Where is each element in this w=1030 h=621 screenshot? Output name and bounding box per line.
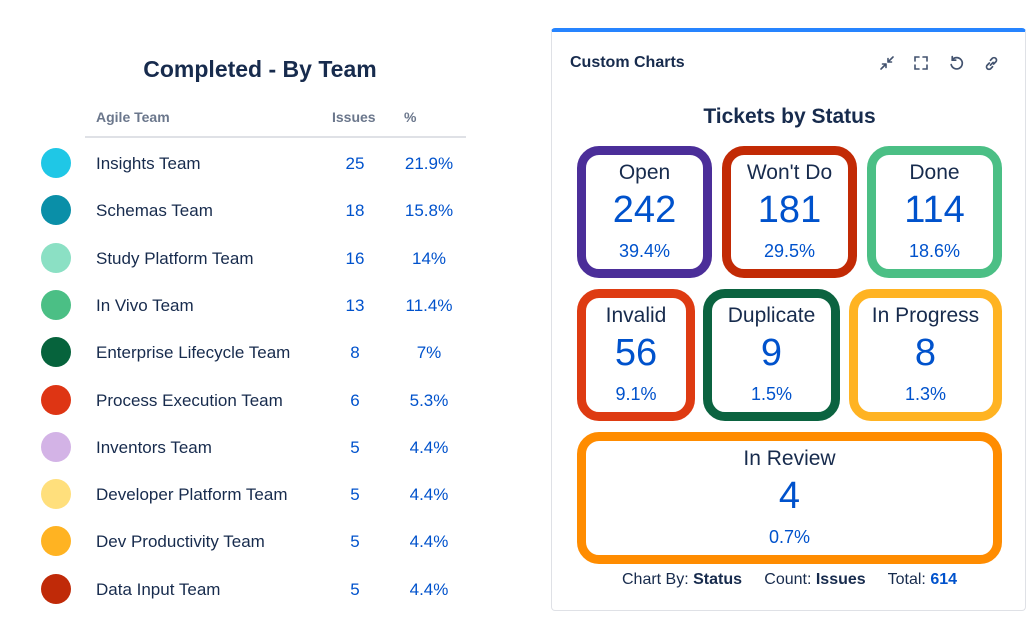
team-color-swatch <box>41 148 71 178</box>
team-name: Dev Productivity Team <box>96 532 265 552</box>
team-name: Inventors Team <box>96 437 212 457</box>
chart-by-label: Chart By: <box>621 571 689 588</box>
status-card[interactable]: In Progress 8 1.3% <box>849 289 1002 421</box>
team-name: Data Input Team <box>96 579 221 599</box>
team-color-swatch <box>41 526 71 557</box>
status-label: Done <box>909 161 960 184</box>
team-color-swatch <box>41 195 71 226</box>
table-row: Study Platform Team 16 14% <box>0 242 480 290</box>
status-card[interactable]: Done 114 18.6% <box>867 146 1002 278</box>
status-label: In Review <box>743 447 836 470</box>
fullscreen-icon[interactable] <box>910 52 932 74</box>
team-color-swatch <box>41 573 71 604</box>
team-percent: 7% <box>416 343 442 363</box>
custom-charts-panel: Custom Charts Tickets by Status Open 242 3… <box>551 28 1026 611</box>
team-name: Study Platform Team <box>96 248 254 268</box>
team-color-swatch <box>41 479 71 510</box>
count-label: Count: <box>764 571 812 588</box>
team-percent: 15.8% <box>404 201 454 221</box>
team-percent: 11.4% <box>405 295 453 315</box>
team-issues: 5 <box>350 437 360 457</box>
status-percent: 1.3% <box>904 384 947 404</box>
status-count: 181 <box>757 189 822 231</box>
team-issues: 8 <box>350 343 360 363</box>
team-name: Process Execution Team <box>96 390 283 410</box>
table-row: Process Execution Team 6 5.3% <box>0 384 480 432</box>
refresh-icon[interactable] <box>945 52 967 74</box>
team-name: Schemas Team <box>96 201 213 221</box>
total-value: 614 <box>930 571 958 588</box>
status-card[interactable]: In Review 4 0.7% <box>577 432 1002 564</box>
team-issues: 5 <box>350 532 360 552</box>
table-row: In Vivo Team 13 11.4% <box>0 289 480 337</box>
total-label: Total: <box>887 571 926 588</box>
status-label: Duplicate <box>727 304 816 327</box>
status-percent: 18.6% <box>908 241 961 261</box>
status-count: 56 <box>614 332 658 374</box>
status-percent: 1.5% <box>750 384 793 404</box>
team-percent: 14% <box>411 248 447 268</box>
count-value: Issues <box>815 571 866 588</box>
team-name: Enterprise Lifecycle Team <box>96 343 291 363</box>
team-issues: 25 <box>345 154 365 173</box>
status-percent: 0.7% <box>768 527 811 547</box>
table-row: Developer Platform Team 5 4.4% <box>0 479 480 526</box>
header-agile-team: Agile Team <box>96 109 170 125</box>
header-issues: Issues <box>332 109 376 125</box>
status-label: Invalid <box>605 304 667 327</box>
team-issues: 5 <box>350 485 360 505</box>
status-card[interactable]: Open 242 39.4% <box>577 146 712 278</box>
status-count: 242 <box>612 189 677 231</box>
team-percent: 21.9% <box>404 154 454 173</box>
status-card[interactable]: Invalid 56 9.1% <box>577 289 695 421</box>
status-percent: 39.4% <box>618 241 671 261</box>
team-color-swatch <box>41 289 71 320</box>
status-label: Open <box>618 161 671 184</box>
header-divider <box>85 136 466 138</box>
team-percent: 5.3% <box>409 390 449 410</box>
team-name: Insights Team <box>96 154 201 173</box>
team-name: In Vivo Team <box>96 295 194 315</box>
team-color-swatch <box>41 242 71 273</box>
team-color-swatch <box>41 384 71 415</box>
table-row: Enterprise Lifecycle Team 8 7% <box>0 337 480 384</box>
team-issues: 5 <box>350 579 360 599</box>
status-percent: 29.5% <box>763 241 816 261</box>
status-count: 8 <box>914 332 937 374</box>
header-percent: % <box>404 109 417 125</box>
minimize-icon[interactable] <box>876 52 898 74</box>
status-label: Won't Do <box>746 161 833 184</box>
team-name: Developer Platform Team <box>96 485 288 505</box>
team-issues: 13 <box>345 295 365 315</box>
status-card[interactable]: Duplicate 9 1.5% <box>703 289 840 421</box>
table-row: Data Input Team 5 4.4% <box>0 573 480 621</box>
table-title: Completed - By Team <box>143 56 377 82</box>
chart-by-value: Status <box>693 571 743 588</box>
team-color-swatch <box>41 337 71 368</box>
status-count: 9 <box>760 332 783 374</box>
team-issues: 18 <box>345 201 365 221</box>
table-row: Dev Productivity Team 5 4.4% <box>0 526 480 573</box>
team-percent: 4.4% <box>409 485 449 505</box>
team-issues: 16 <box>345 248 365 268</box>
chart-footer: Chart By: Status Count: Issues Total: 61… <box>552 571 1027 589</box>
team-issues: 6 <box>350 390 360 410</box>
team-percent: 4.4% <box>409 437 449 457</box>
status-count: 4 <box>778 475 801 517</box>
status-percent: 9.1% <box>615 384 657 404</box>
team-color-swatch <box>41 431 71 462</box>
status-count: 114 <box>904 189 965 231</box>
link-icon[interactable] <box>980 52 1002 74</box>
status-card[interactable]: Won't Do 181 29.5% <box>722 146 857 278</box>
team-percent: 4.4% <box>409 579 449 599</box>
status-label: In Progress <box>871 304 980 327</box>
table-row: Inventors Team 5 4.4% <box>0 431 480 479</box>
chart-title: Tickets by Status <box>703 105 876 128</box>
table-row: Schemas Team 18 15.8% <box>0 195 480 242</box>
table-row: Insights Team 25 21.9% <box>0 148 480 195</box>
panel-title: Custom Charts <box>570 54 685 71</box>
team-percent: 4.4% <box>409 532 449 552</box>
